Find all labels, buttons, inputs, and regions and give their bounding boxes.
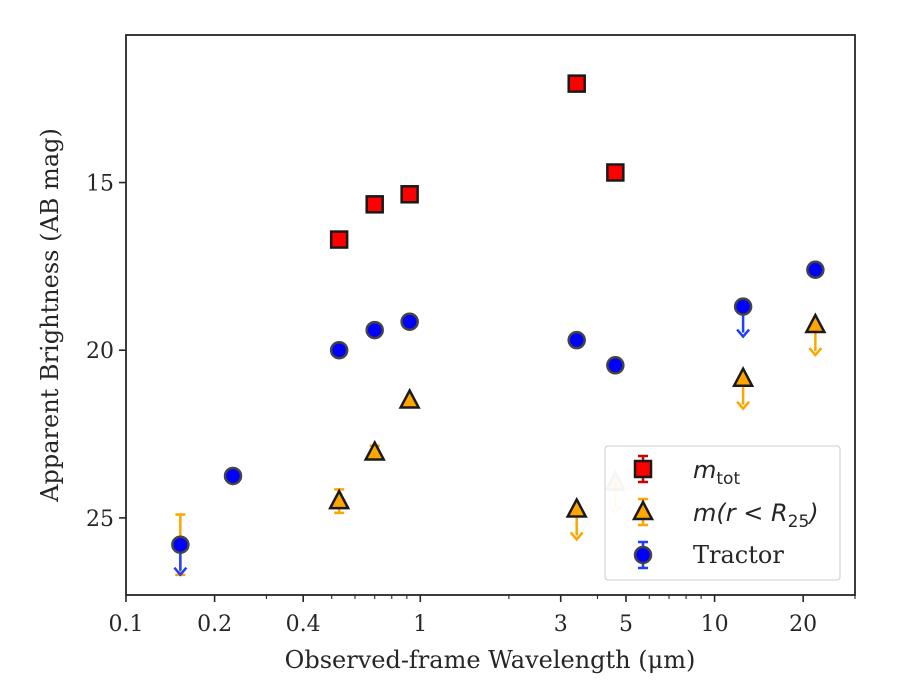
legend-label: mtot xyxy=(693,456,740,489)
data-point-triangle xyxy=(363,439,386,461)
x-tick-label: 10 xyxy=(701,612,729,637)
x-axis-label: Observed-frame Wavelength (μm) xyxy=(285,646,696,674)
upper-limit-arrow xyxy=(736,400,751,411)
series-circle xyxy=(171,260,825,577)
data-point-square xyxy=(606,163,625,182)
legend-marker-square xyxy=(633,459,653,479)
data-point-circle xyxy=(733,297,753,316)
data-point-triangle xyxy=(732,366,755,387)
legend-entry: mtot xyxy=(633,454,740,489)
chart-marks xyxy=(171,74,827,577)
x-tick-label: 1 xyxy=(413,612,427,637)
data-point-circle xyxy=(365,320,384,340)
data-point-square xyxy=(400,185,419,204)
legend-marker-circle xyxy=(633,545,653,565)
x-tick-label: 0.4 xyxy=(286,612,321,637)
legend-label: m(r < R25) xyxy=(693,499,819,532)
y-tick-label: 15 xyxy=(86,172,114,197)
data-point-circle xyxy=(606,356,625,375)
data-point-square xyxy=(567,74,586,93)
y-axis-label: Apparent Brightness (AB mag) xyxy=(36,128,64,503)
x-tick-label: 0.1 xyxy=(109,612,144,637)
legend-entry: m(r < R25) xyxy=(631,497,819,532)
legend: mtot m(r < R25) Tractor xyxy=(604,445,841,581)
upper-limit-arrow xyxy=(173,566,188,577)
data-point-circle xyxy=(329,340,349,360)
data-point-circle xyxy=(567,330,586,350)
data-point-triangle xyxy=(398,387,421,409)
upper-limit-arrow xyxy=(569,531,584,542)
legend-box xyxy=(604,445,841,581)
x-tick-label: 3 xyxy=(554,612,568,637)
upper-limit-arrow xyxy=(808,347,823,357)
plot-frame xyxy=(125,34,856,596)
y-tick-label: 25 xyxy=(86,507,114,532)
upper-limit-arrow xyxy=(736,328,751,339)
legend-marker-triangle xyxy=(631,499,655,521)
data-point-triangle xyxy=(804,312,827,334)
data-point-circle xyxy=(806,260,825,279)
data-point-square xyxy=(365,195,384,214)
data-point-circle xyxy=(400,312,419,331)
data-point-circle xyxy=(223,466,243,486)
y-tick-label: 20 xyxy=(86,339,114,364)
axis-ticks: 0.1 0.2 0.4 1 3 5 10 20 15 20 25 xyxy=(86,172,856,637)
x-tick-label: 20 xyxy=(789,612,817,637)
series-square xyxy=(329,74,625,249)
x-tick-label: 5 xyxy=(619,612,633,637)
legend-entry: Tractor xyxy=(633,540,784,570)
legend-label: Tractor xyxy=(693,541,784,569)
data-point-triangle xyxy=(565,496,588,518)
x-tick-label: 0.2 xyxy=(197,612,232,637)
data-point-circle xyxy=(171,535,190,554)
data-point-square xyxy=(329,230,349,249)
data-point-triangle xyxy=(328,488,351,510)
